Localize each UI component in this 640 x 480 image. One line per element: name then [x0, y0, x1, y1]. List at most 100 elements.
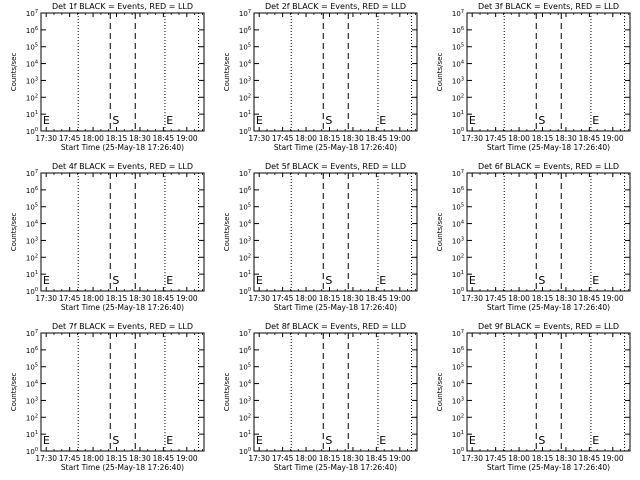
x-axis-label: Start Time (25-May-18 17:26:40) [487, 463, 610, 472]
x-tick-label: 18:30 [129, 454, 151, 463]
y-tick-label: 100 [452, 127, 464, 136]
y-tick-exponent: 1 [35, 270, 38, 276]
y-tick-base: 10 [239, 10, 248, 18]
y-tick-exponent: 6 [461, 26, 464, 32]
y-tick-label: 106 [452, 26, 464, 35]
x-tick-label: 18:00 [508, 454, 530, 463]
y-tick-label: 102 [452, 253, 464, 262]
y-tick-base: 10 [452, 44, 461, 52]
y-tick-base: 10 [452, 204, 461, 212]
x-axis-label: Start Time (25-May-18 17:26:40) [274, 143, 397, 152]
x-tick-label: 18:00 [295, 294, 317, 303]
plot-frame [40, 12, 205, 132]
y-tick-base: 10 [239, 381, 248, 389]
y-tick-label: 103 [26, 236, 38, 245]
y-tick-base: 10 [452, 10, 461, 18]
x-tick-label: 18:15 [319, 454, 341, 463]
x-tick-label: 17:45 [272, 134, 294, 143]
y-tick-label: 104 [452, 380, 464, 389]
marker-label-e: E [379, 274, 386, 287]
y-tick-label: 101 [452, 270, 464, 279]
x-tick-label: 18:15 [532, 134, 554, 143]
y-tick-label: 100 [26, 127, 38, 136]
y-tick-base: 10 [452, 431, 461, 439]
marker-label-e: E [592, 274, 599, 287]
y-tick-base: 10 [26, 111, 35, 119]
y-tick-base: 10 [26, 61, 35, 69]
marker-label-s: S [538, 434, 545, 447]
y-tick-label: 100 [452, 447, 464, 456]
x-tick-label: 18:45 [366, 134, 388, 143]
y-tick-base: 10 [239, 271, 248, 279]
marker-label-s: S [112, 114, 119, 127]
y-tick-base: 10 [452, 94, 461, 102]
marker-label-s: S [538, 114, 545, 127]
marker-label-s: S [325, 274, 332, 287]
panel-title: Det 5f BLACK = Events, RED = LLD [265, 162, 406, 171]
y-tick-base: 10 [26, 10, 35, 18]
y-tick-exponent: 6 [248, 186, 251, 192]
marker-label-e: E [43, 274, 50, 287]
x-tick-label: 18:45 [366, 294, 388, 303]
y-tick-label: 101 [452, 430, 464, 439]
y-axis-label: Counts/sec [10, 53, 18, 92]
y-tick-base: 10 [452, 61, 461, 69]
y-tick-base: 10 [26, 170, 35, 178]
x-tick-label: 18:45 [366, 454, 388, 463]
y-tick-label: 106 [26, 186, 38, 195]
x-tick-label: 17:30 [35, 134, 57, 143]
y-tick-exponent: 2 [461, 413, 464, 419]
x-tick-label: 19:00 [176, 454, 198, 463]
y-tick-label: 105 [239, 203, 251, 212]
marker-label-e: E [379, 114, 386, 127]
x-tick-label: 18:00 [295, 134, 317, 143]
y-tick-label: 107 [26, 329, 38, 338]
x-axis-label: Start Time (25-May-18 17:26:40) [487, 143, 610, 152]
y-tick-exponent: 0 [248, 287, 251, 293]
y-tick-exponent: 5 [35, 203, 38, 209]
x-tick-label: 17:45 [59, 294, 81, 303]
x-tick-label: 19:00 [389, 294, 411, 303]
y-axis-label: Counts/sec [223, 373, 231, 412]
y-tick-exponent: 0 [248, 127, 251, 133]
y-tick-label: 102 [452, 93, 464, 102]
y-tick-label: 104 [452, 60, 464, 69]
y-tick-base: 10 [452, 288, 461, 296]
y-tick-exponent: 3 [248, 76, 251, 82]
y-tick-exponent: 4 [35, 60, 38, 66]
x-axis-label: Start Time (25-May-18 17:26:40) [61, 463, 184, 472]
panel-det-6: Det 6f BLACK = Events, RED = LLD 17:30 17:… [436, 162, 631, 312]
y-tick-exponent: 2 [248, 413, 251, 419]
y-tick-label: 106 [452, 346, 464, 355]
y-tick-exponent: 1 [248, 110, 251, 116]
y-tick-base: 10 [452, 347, 461, 355]
x-tick-label: 18:00 [82, 454, 104, 463]
y-tick-exponent: 4 [461, 220, 464, 226]
y-tick-base: 10 [26, 330, 35, 338]
x-axis-label: Start Time (25-May-18 17:26:40) [61, 143, 184, 152]
y-tick-exponent: 4 [248, 380, 251, 386]
marker-label-e: E [469, 274, 476, 287]
y-tick-base: 10 [26, 77, 35, 85]
x-tick-label: 17:30 [35, 454, 57, 463]
y-tick-base: 10 [26, 94, 35, 102]
marker-label-e: E [166, 274, 173, 287]
y-tick-exponent: 3 [248, 236, 251, 242]
x-tick-label: 18:45 [579, 454, 601, 463]
plot-frame [466, 172, 631, 292]
y-tick-base: 10 [26, 44, 35, 52]
y-tick-exponent: 7 [461, 9, 464, 15]
x-tick-label: 18:15 [319, 294, 341, 303]
y-tick-label: 100 [26, 287, 38, 296]
x-tick-label: 18:45 [153, 294, 175, 303]
y-tick-label: 101 [26, 430, 38, 439]
y-tick-base: 10 [239, 94, 248, 102]
x-axis-label: Start Time (25-May-18 17:26:40) [274, 303, 397, 312]
y-tick-label: 105 [239, 43, 251, 52]
y-tick-base: 10 [452, 77, 461, 85]
y-tick-base: 10 [26, 364, 35, 372]
y-tick-base: 10 [239, 61, 248, 69]
x-tick-label: 19:00 [176, 134, 198, 143]
x-tick-label: 17:30 [461, 294, 483, 303]
marker-label-e: E [43, 434, 50, 447]
